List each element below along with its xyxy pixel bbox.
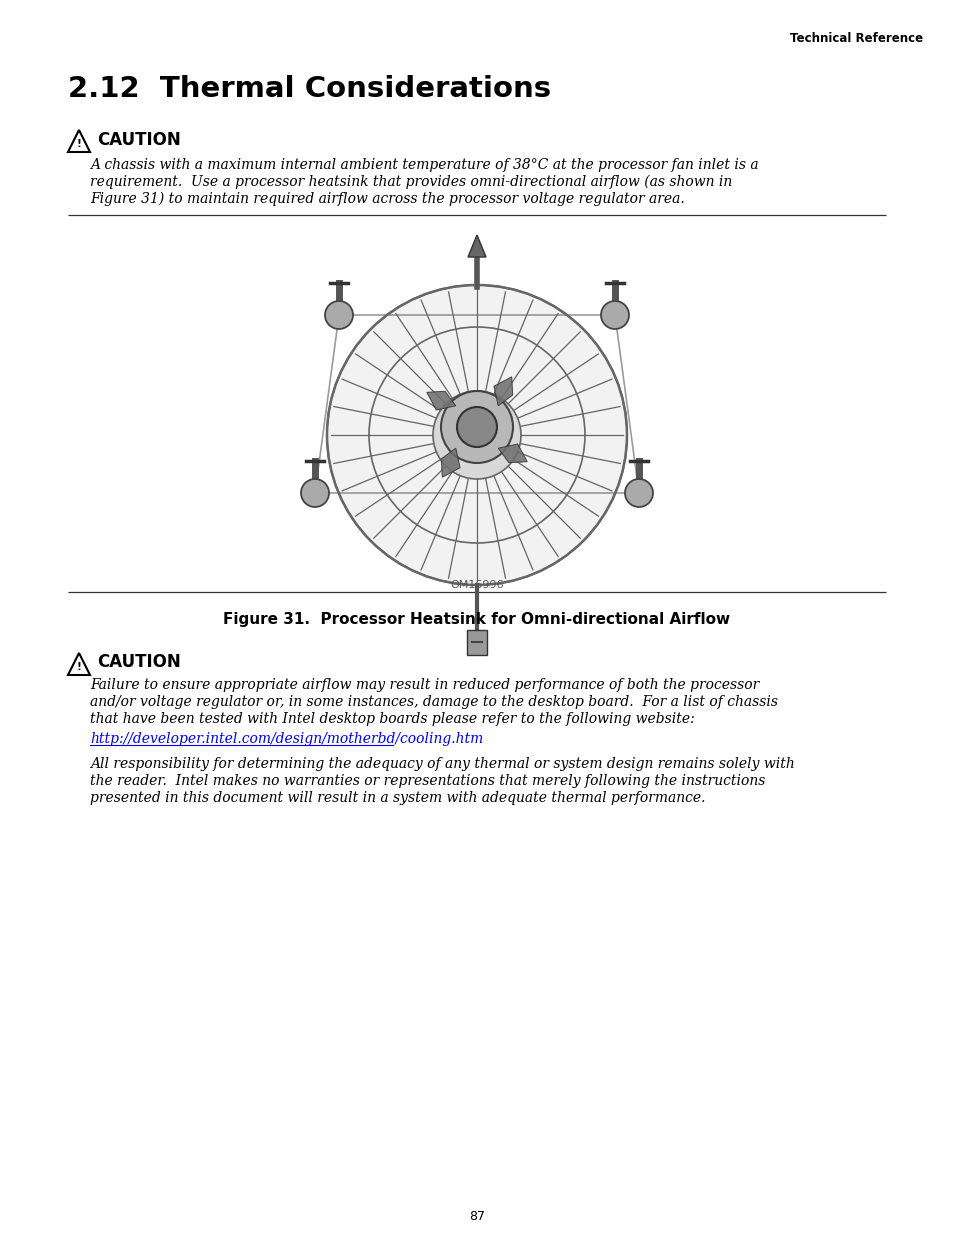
- Text: !: !: [76, 140, 81, 149]
- Text: Figure 31) to maintain required airflow across the processor voltage regulator a: Figure 31) to maintain required airflow …: [90, 191, 684, 206]
- Polygon shape: [441, 448, 459, 477]
- Circle shape: [301, 479, 329, 508]
- Text: OM16996: OM16996: [450, 580, 503, 590]
- Circle shape: [440, 391, 513, 463]
- Text: Technical Reference: Technical Reference: [789, 32, 923, 44]
- Text: that have been tested with Intel desktop boards please refer to the following we: that have been tested with Intel desktop…: [90, 713, 694, 726]
- Circle shape: [327, 285, 626, 585]
- Text: A chassis with a maximum internal ambient temperature of 38°C at the processor f: A chassis with a maximum internal ambien…: [90, 158, 758, 172]
- Circle shape: [433, 391, 520, 479]
- Text: Figure 31.  Processor Heatsink for Omni-directional Airflow: Figure 31. Processor Heatsink for Omni-d…: [223, 613, 730, 627]
- Text: All responsibility for determining the adequacy of any thermal or system design : All responsibility for determining the a…: [90, 757, 794, 771]
- Text: CAUTION: CAUTION: [97, 131, 180, 149]
- Bar: [467, 630, 486, 655]
- Text: requirement.  Use a processor heatsink that provides omni-directional airflow (a: requirement. Use a processor heatsink th…: [90, 175, 732, 189]
- Text: the reader.  Intel makes no warranties or representations that merely following : the reader. Intel makes no warranties or…: [90, 774, 764, 788]
- Circle shape: [456, 408, 497, 447]
- Text: 2.12  Thermal Considerations: 2.12 Thermal Considerations: [68, 75, 551, 103]
- Text: Failure to ensure appropriate airflow may result in reduced performance of both : Failure to ensure appropriate airflow ma…: [90, 678, 759, 692]
- Text: presented in this document will result in a system with adequate thermal perform: presented in this document will result i…: [90, 790, 705, 805]
- Circle shape: [325, 301, 353, 329]
- Text: CAUTION: CAUTION: [97, 653, 180, 671]
- Polygon shape: [426, 391, 456, 410]
- Circle shape: [600, 301, 628, 329]
- Polygon shape: [468, 235, 485, 257]
- Polygon shape: [497, 443, 527, 463]
- Text: !: !: [76, 662, 81, 672]
- Text: and/or voltage regulator or, in some instances, damage to the desktop board.  Fo: and/or voltage regulator or, in some ins…: [90, 695, 778, 709]
- Polygon shape: [494, 377, 512, 406]
- Text: http://developer.intel.com/design/motherbd/cooling.htm: http://developer.intel.com/design/mother…: [90, 732, 483, 746]
- Circle shape: [624, 479, 652, 508]
- Text: 87: 87: [469, 1210, 484, 1223]
